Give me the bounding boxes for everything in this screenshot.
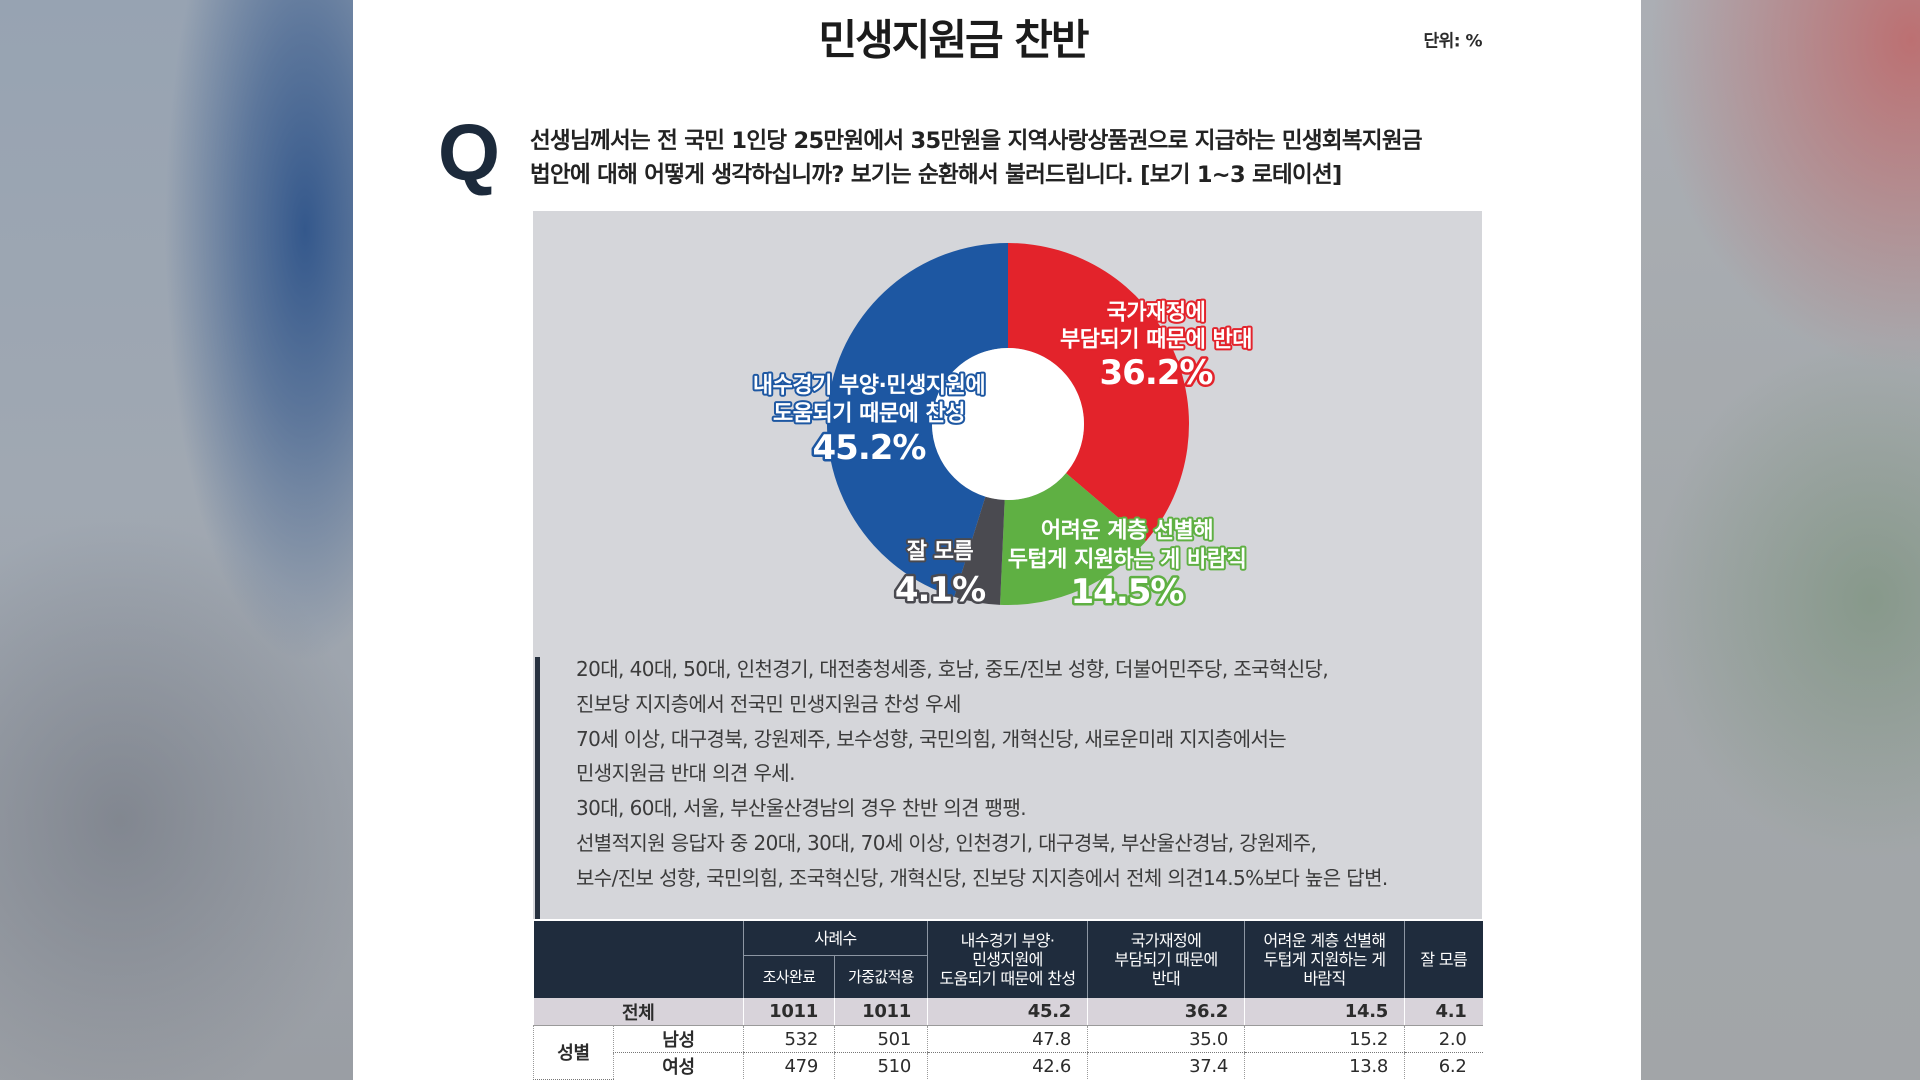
cell-selective: 15.2 [1244,1025,1405,1053]
cell-weighted: 1011 [834,998,928,1026]
summary-line: 70세 이상, 대구경북, 강원제주, 보수성향, 국민의힘, 개혁신당, 새로… [576,726,1287,751]
table-header-oppose: 국가재정에 부담되기 때문에 반대 [1087,921,1245,998]
header-line: 내수경기 부양· [960,931,1055,950]
summary-line: 보수/진보 성향, 국민의힘, 조국혁신당, 개혁신당, 진보당 지지층에서 전… [576,865,1388,890]
table-subheader-row: 조사완료 가중값적용 [534,955,1483,998]
blurred-background-right [1641,0,1920,1080]
cell-weighted: 510 [834,1052,928,1079]
cell-completed: 532 [743,1025,835,1053]
table-header: 사례수 내수경기 부양· 민생지원에 도움되기 때문에 찬성 국가재정에 부담되… [533,921,1483,998]
table-header-dont-know: 잘 모름 [1404,921,1483,998]
cell-dont-know: 4.1 [1404,998,1483,1026]
donut-slice-oppose [1008,243,1189,542]
table-row-female: 여성 479 510 42.6 37.4 13.8 6.2 [534,1052,1483,1079]
cell-support: 45.2 [927,998,1088,1026]
cell-oppose: 36.2 [1087,998,1245,1026]
cell-support: 47.8 [927,1025,1088,1053]
cell-dont-know: 2.0 [1404,1025,1483,1053]
header-line: 국가재정에 [1130,931,1202,950]
cell-oppose: 35.0 [1087,1025,1245,1053]
cell-support: 42.6 [927,1052,1088,1079]
cell-selective: 13.8 [1244,1052,1405,1079]
header-line: 민생지원에 [972,950,1043,969]
slice-label-oppose: 국가재정에 [1107,301,1206,326]
table-header-completed: 조사완료 [743,955,835,998]
donut-hole [932,348,1084,500]
summary-line: 선별적지원 응답자 중 20대, 30대, 70세 이상, 인천경기, 대구경북… [576,830,1317,855]
row-label: 여성 [613,1052,744,1079]
table-row-total: 전체 1011 1011 45.2 36.2 14.5 4.1 [533,998,1483,1026]
donut-slices [827,243,1189,605]
row-group-label: 성별 [533,1025,614,1080]
slice-value-support: 45.2% [813,428,926,468]
question-line: 법안에 대해 어떻게 생각하십니까? 보기는 순환해서 불러드립니다. [보기 … [530,162,1342,188]
summary-line: 30대, 60대, 서울, 부산울산경남의 경우 찬반 의견 팽팽. [576,796,1027,821]
header-line: 두텁게 지원하는 게 [1263,950,1387,969]
slice-value-dont-know: 4.1% [895,570,985,610]
slice-value-oppose: 36.2% [1100,353,1213,393]
cell-dont-know: 6.2 [1404,1052,1483,1079]
summary-text: 20대, 40대, 50대, 인천경기, 대전충청세종, 호남, 중도/진보 성… [576,652,1388,896]
header-line: 반대 [1151,969,1181,988]
slice-label-support: 도움되기 때문에 찬성 [773,402,965,427]
slice-label-selective-support: 어려운 계층 선별해 [1041,519,1213,544]
donut-slice-support [827,243,1008,597]
summary-accent-bar [535,657,540,919]
table-header-weighted: 가중값적용 [834,955,928,998]
slice-label-dont-know: 잘 모름 [907,540,974,565]
table-body: 전체 1011 1011 45.2 36.2 14.5 4.1 성별 남성 53… [533,998,1483,1080]
table-header-sample-size: 사례수 [743,921,928,956]
row-label: 남성 [613,1025,744,1053]
crosstab-table: 사례수 내수경기 부양· 민생지원에 도움되기 때문에 찬성 국가재정에 부담되… [533,921,1483,1080]
table-header-corner [533,921,744,998]
page-title: 민생지원금 찬반 [818,15,1089,65]
question-line: 선생님께서는 전 국민 1인당 25만원에서 35만원을 지역사랑상품권으로 지… [530,128,1423,154]
cell-oppose: 37.4 [1087,1052,1245,1079]
question-text: 선생님께서는 전 국민 1인당 25만원에서 35만원을 지역사랑상품권으로 지… [530,124,1423,192]
slice-label-support: 내수경기 부양·민생지원에 [753,374,985,399]
table-row-male: 성별 남성 532 501 47.8 35.0 15.2 2.0 [533,1025,1483,1080]
table-header-support: 내수경기 부양· 민생지원에 도움되기 때문에 찬성 [927,921,1088,998]
header-line: 도움되기 때문에 찬성 [939,969,1076,988]
header-line: 어려운 계층 선별해 [1263,931,1387,950]
cell-selective: 14.5 [1244,998,1405,1026]
header-line: 바람직 [1303,969,1346,988]
summary-line: 민생지원금 반대 의견 우세. [576,761,795,786]
cell-weighted: 501 [834,1025,928,1053]
table-header-row: 사례수 내수경기 부양· 민생지원에 도움되기 때문에 찬성 국가재정에 부담되… [533,921,1483,998]
donut-slice-dont-know [954,496,1005,605]
donut-slice-selective-support [1000,473,1147,605]
header-line: 부담되기 때문에 [1114,950,1218,969]
row-label: 전체 [533,998,744,1026]
slice-value-selective-support: 14.5% [1071,572,1184,612]
summary-line: 20대, 40대, 50대, 인천경기, 대전충청세종, 호남, 중도/진보 성… [576,657,1329,681]
header-line: 잘 모름 [1420,950,1468,969]
slice-label-selective-support: 두텁게 지원하는 게 바람직 [1008,548,1247,573]
cell-completed: 1011 [743,998,835,1026]
table-header-selective: 어려운 계층 선별해 두텁게 지원하는 게 바람직 [1244,921,1405,998]
cell-completed: 479 [743,1052,835,1079]
blurred-background-left [0,0,353,1080]
slice-label-oppose: 부담되기 때문에 반대 [1060,328,1252,353]
question-mark-q: Q [437,108,501,197]
unit-label: 단위: % [1423,31,1482,52]
summary-line: 진보당 지지층에서 전국민 민생지원금 찬성 우세 [576,691,961,716]
